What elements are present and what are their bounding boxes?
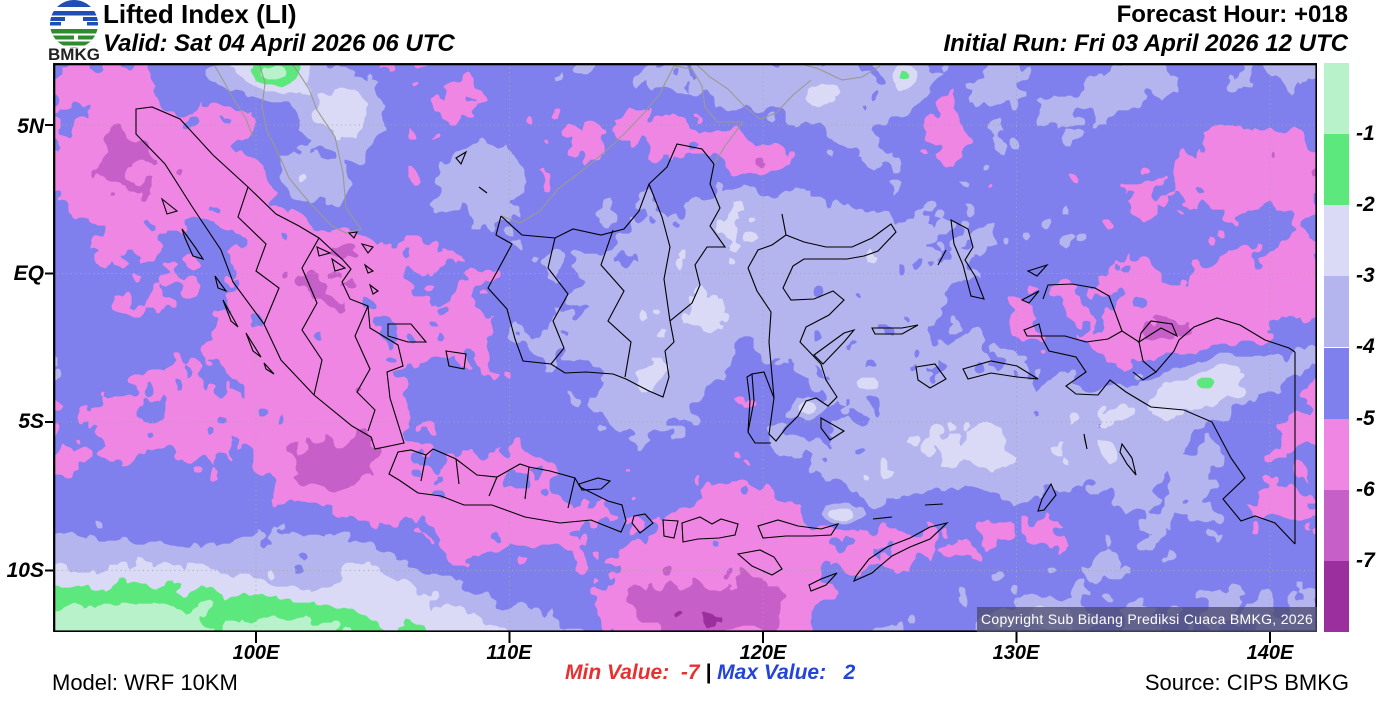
svg-text:BMKG: BMKG <box>48 45 100 62</box>
